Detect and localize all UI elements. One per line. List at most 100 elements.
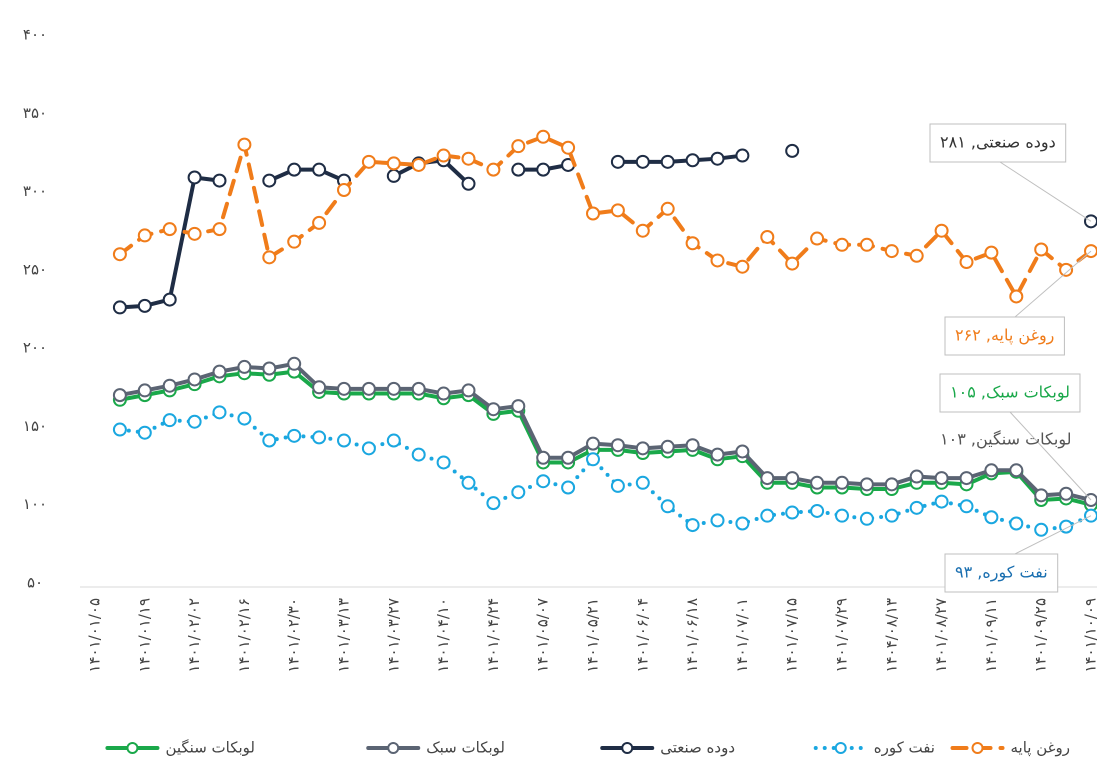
data-point [312, 215, 327, 230]
data-point [859, 511, 874, 526]
data-point [337, 183, 351, 198]
data-point [710, 513, 725, 528]
data-point [312, 162, 327, 177]
data-point [511, 139, 526, 154]
annotation-box [944, 316, 1065, 356]
annotation-box [944, 553, 1059, 593]
data-point [411, 447, 426, 462]
data-point [511, 162, 526, 177]
series [112, 405, 1097, 537]
legend-marker [387, 742, 400, 754]
x-tick-label: ۱۴۰۱/۰۵/۲۱ [584, 598, 602, 673]
y-tick-label: ۱۵۰ [23, 417, 47, 435]
series [112, 356, 1097, 508]
data-point [685, 236, 700, 251]
data-point [337, 433, 351, 448]
data-point [112, 247, 127, 262]
data-point [735, 444, 750, 459]
x-tick-label: ۱۴۰۱/۰۴/۱۰ [434, 598, 452, 673]
data-point [785, 256, 800, 271]
series-line [117, 134, 1093, 299]
legend-label: لوبکات سنگین [165, 739, 255, 757]
data-point [710, 447, 725, 462]
data-point [884, 244, 899, 259]
data-point [262, 433, 277, 448]
data-point [959, 499, 974, 514]
data-point [411, 381, 426, 396]
data-point [635, 441, 650, 456]
x-tick-label: ۱۴۰۱/۰۲/۰۲ [185, 598, 203, 673]
data-point [909, 469, 924, 484]
data-point [785, 505, 800, 520]
data-point [760, 229, 775, 244]
data-point [436, 386, 451, 401]
x-tick-label: ۱۴۰۱/۰۲/۳۰ [285, 598, 303, 673]
x-tick-label: ۱۴۰۱/۰۶/۰۴ [633, 598, 651, 673]
data-point [386, 156, 401, 171]
data-point [909, 248, 924, 263]
data-point [511, 485, 526, 500]
data-point [984, 463, 999, 478]
data-point [162, 292, 177, 307]
data-point [1034, 522, 1049, 537]
data-point [187, 372, 202, 387]
data-point [237, 137, 252, 152]
x-tick-label: ۱۴۰۱/۰۷/۰۱ [733, 598, 751, 673]
annotation-box [929, 123, 1067, 163]
data-point [934, 471, 949, 486]
data-point [287, 356, 302, 371]
data-point [536, 450, 551, 465]
data-point [386, 381, 401, 396]
data-point [984, 510, 999, 525]
data-point [859, 477, 874, 492]
data-point [934, 494, 949, 509]
x-tick-label: ۱۴۰۱/۰۷/۲۹ [833, 598, 851, 673]
data-point [361, 154, 376, 169]
data-point [262, 173, 277, 188]
data-point [785, 143, 800, 158]
y-tick-label: ۳۵۰ [23, 104, 47, 122]
data-point [461, 151, 476, 166]
annotation-box [939, 373, 1081, 413]
data-point [436, 455, 451, 470]
data-point [137, 425, 152, 440]
data-point [685, 438, 700, 453]
data-point [1009, 516, 1024, 531]
data-point [984, 245, 999, 260]
data-point [685, 153, 700, 168]
leader-line [1009, 411, 1092, 501]
data-point [536, 129, 551, 144]
data-point [1009, 289, 1024, 304]
legend-label: لوبکات سبک [426, 739, 505, 757]
x-tick-label: ۱۴۰۴/۰۸/۱۳ [882, 598, 900, 673]
y-tick-label: ۱۰۰ [23, 495, 47, 513]
data-point [287, 234, 302, 249]
data-point [735, 259, 750, 274]
data-point [561, 480, 576, 495]
x-tick-label: ۱۴۰۱/۰۳/۱۳ [335, 598, 353, 673]
x-tick-label: ۱۴۰۱/۰۲/۱۶ [235, 598, 253, 673]
data-point [112, 422, 127, 437]
data-point [884, 477, 899, 492]
data-point [735, 516, 750, 531]
data-point [735, 148, 750, 163]
data-point [760, 508, 775, 523]
data-point [411, 157, 426, 172]
data-point [610, 203, 625, 218]
data-point [212, 173, 227, 188]
x-tick-label: ۱۴۰۱/۰۹/۱۱ [982, 598, 1000, 673]
data-point [909, 500, 924, 515]
data-point [536, 162, 551, 177]
data-point [187, 170, 202, 185]
series-line [117, 369, 1093, 507]
data-point [635, 475, 650, 490]
x-tick-label: ۱۴۰۱/۰۱/۱۹ [135, 598, 153, 673]
data-point [262, 250, 277, 265]
data-point [561, 140, 576, 155]
annotation: لوبکات سبک, ۱۰۵ [950, 383, 1070, 403]
data-point [1059, 262, 1074, 277]
data-point [760, 471, 775, 486]
data-point [710, 151, 725, 166]
data-point [810, 475, 825, 490]
data-point [610, 438, 625, 453]
